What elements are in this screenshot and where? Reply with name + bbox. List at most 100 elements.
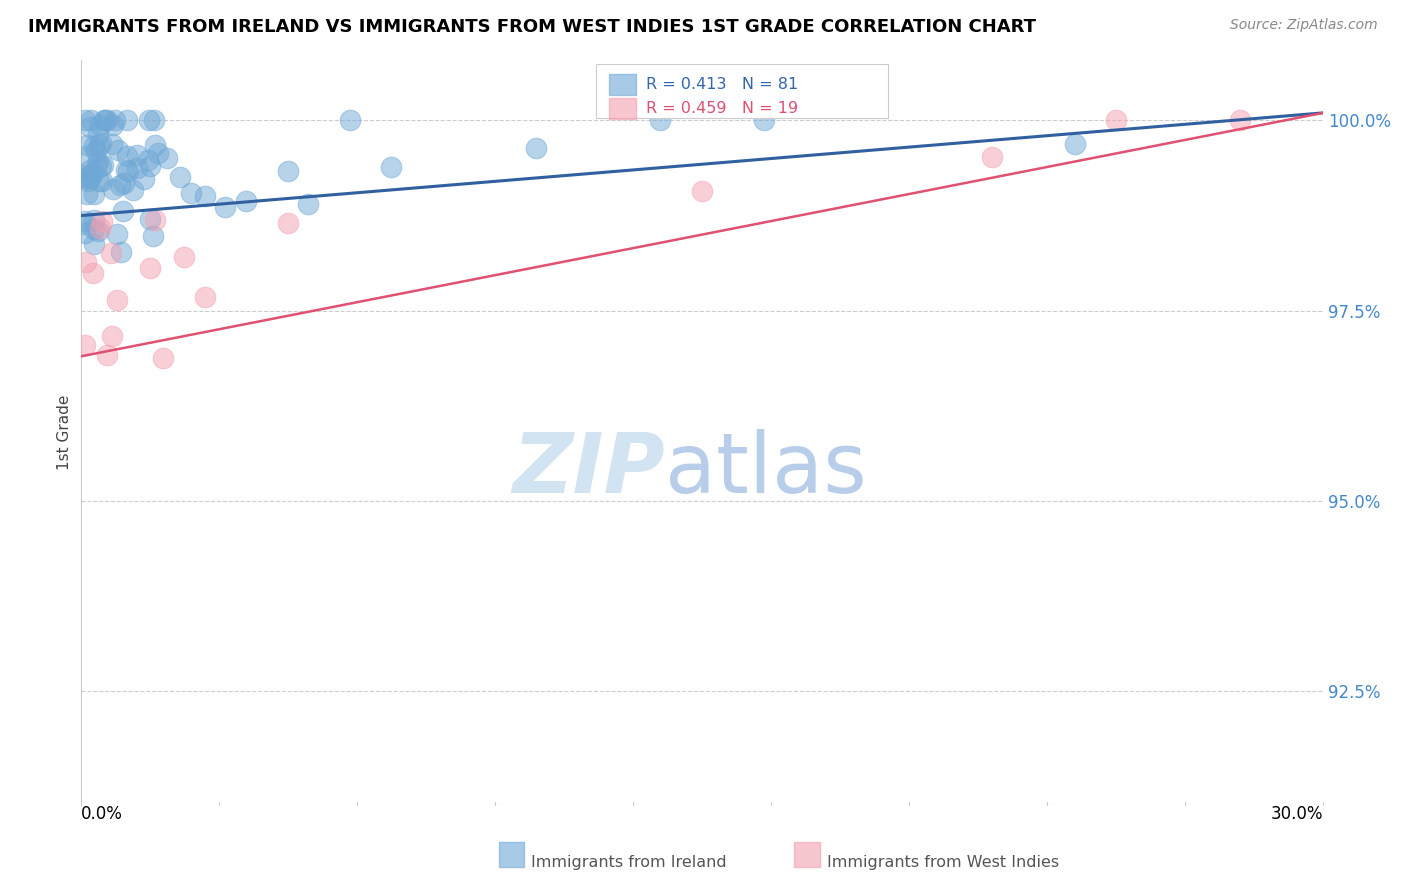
Point xyxy=(152,351,174,365)
Bar xyxy=(609,74,636,95)
Point xyxy=(87,127,110,141)
Point xyxy=(100,136,122,151)
Point xyxy=(83,221,105,235)
Point xyxy=(83,139,105,153)
Point xyxy=(125,161,148,175)
Point xyxy=(980,150,1002,164)
Point xyxy=(105,293,128,307)
Bar xyxy=(609,97,636,119)
Point xyxy=(143,213,166,227)
Point xyxy=(380,161,402,175)
Point xyxy=(122,183,145,197)
Point xyxy=(82,166,104,180)
Point xyxy=(83,213,105,227)
Point xyxy=(214,200,236,214)
Point xyxy=(132,171,155,186)
Point xyxy=(101,118,124,132)
Point xyxy=(83,187,105,202)
Text: R = 0.459   N = 19: R = 0.459 N = 19 xyxy=(645,101,799,116)
Point xyxy=(89,138,111,153)
Point xyxy=(90,136,112,150)
Point xyxy=(96,348,118,362)
Point xyxy=(80,113,103,128)
Text: atlas: atlas xyxy=(665,429,866,510)
Point xyxy=(110,245,132,260)
Point xyxy=(297,197,319,211)
Text: ZIP: ZIP xyxy=(512,429,665,510)
Point xyxy=(650,113,672,128)
Point xyxy=(194,290,217,304)
Text: IMMIGRANTS FROM IRELAND VS IMMIGRANTS FROM WEST INDIES 1ST GRADE CORRELATION CHA: IMMIGRANTS FROM IRELAND VS IMMIGRANTS FR… xyxy=(28,18,1036,36)
Point xyxy=(277,216,299,230)
Point xyxy=(75,255,97,269)
Point xyxy=(87,153,110,168)
Point xyxy=(73,214,96,228)
Point xyxy=(94,113,117,128)
Point xyxy=(96,113,118,128)
Bar xyxy=(596,64,889,118)
Point xyxy=(180,186,202,200)
Point xyxy=(100,329,122,343)
Point xyxy=(90,159,112,173)
Point xyxy=(73,226,96,240)
Point xyxy=(79,171,101,186)
Point xyxy=(104,113,127,128)
Point xyxy=(146,146,169,161)
Point xyxy=(194,189,217,203)
Point xyxy=(90,214,112,228)
Point xyxy=(75,149,97,163)
Text: Source: ZipAtlas.com: Source: ZipAtlas.com xyxy=(1230,18,1378,32)
Point xyxy=(77,174,100,188)
Point xyxy=(138,113,160,128)
Point xyxy=(277,164,299,178)
Text: Immigrants from Ireland: Immigrants from Ireland xyxy=(531,855,727,870)
Point xyxy=(136,153,159,168)
Point xyxy=(524,141,547,155)
Point xyxy=(112,176,135,190)
Point xyxy=(143,137,166,152)
Point xyxy=(89,118,111,132)
Point xyxy=(111,203,134,218)
Point xyxy=(79,120,101,135)
Point xyxy=(690,184,713,198)
Point xyxy=(73,170,96,185)
Point xyxy=(91,158,114,172)
Point xyxy=(100,245,122,260)
Point xyxy=(139,212,162,227)
Point xyxy=(79,162,101,177)
Point xyxy=(86,157,108,171)
Point xyxy=(117,164,139,178)
Point xyxy=(339,113,361,128)
Point xyxy=(73,113,96,128)
Point xyxy=(105,227,128,241)
Point xyxy=(73,169,96,183)
Y-axis label: 1st Grade: 1st Grade xyxy=(58,395,72,470)
Point xyxy=(76,137,98,152)
Point xyxy=(91,174,114,188)
Point xyxy=(76,187,98,202)
Point xyxy=(107,143,129,157)
Point xyxy=(115,149,138,163)
Point xyxy=(1063,136,1085,151)
Point xyxy=(73,337,96,351)
Point xyxy=(83,237,105,252)
Point xyxy=(1105,113,1128,128)
Point xyxy=(89,221,111,235)
Point xyxy=(141,229,163,244)
Point xyxy=(84,144,107,158)
Text: 0.0%: 0.0% xyxy=(80,805,122,823)
Point xyxy=(82,266,104,280)
Point xyxy=(73,217,96,231)
Point xyxy=(142,113,165,128)
Point xyxy=(173,250,195,264)
Point xyxy=(156,151,179,165)
Point xyxy=(115,113,138,128)
Point xyxy=(235,194,257,208)
Text: 30.0%: 30.0% xyxy=(1271,805,1323,823)
Point xyxy=(169,170,191,185)
Point xyxy=(1229,113,1251,128)
Text: R = 0.413   N = 81: R = 0.413 N = 81 xyxy=(645,77,799,92)
Point xyxy=(93,113,115,128)
Point xyxy=(79,168,101,182)
Point xyxy=(108,178,131,192)
